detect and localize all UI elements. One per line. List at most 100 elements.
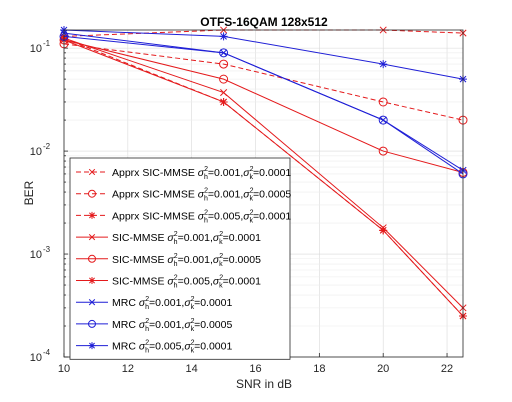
y-tick-exponent: -1 [43,39,51,48]
legend-subscript: h [145,326,149,333]
legend-series-name: SIC-MMSE [112,276,167,288]
legend-sigma-symbol: σ [198,189,205,201]
series-line [63,29,464,37]
y-tick-exponent: -4 [43,348,51,357]
x-tick-label: 14 [186,363,198,375]
data-point [88,254,96,263]
data-point [219,74,229,84]
x-axis-label: SNR in dB [236,377,292,391]
legend-k-value: =0.0005 [253,189,291,201]
series-line [63,39,464,173]
x-tick-label: 20 [377,363,389,375]
legend-entry: MRC σ2 h=0.001,σ2 k=0.0005 [76,318,232,333]
legend-h-value: =0.005, [178,276,213,288]
y-tick-label: 10 [30,146,42,158]
x-tick-label: 12 [122,363,134,375]
legend-series-name: MRC [112,341,139,353]
series-line [63,37,464,309]
legend-subscript: k [250,217,254,224]
legend-series-name: Apprx SIC-MMSE [112,210,198,222]
legend-k-value: =0.0001 [223,232,261,244]
series-group [59,26,468,321]
legend-k-value: =0.0001 [194,341,232,353]
legend-sigma-symbol: σ [139,319,146,331]
legend-entry: MRC σ2 h=0.005,σ2 k=0.0001 [76,340,232,355]
data-point [379,226,388,235]
legend-subscript: h [174,261,178,268]
legend-subscript: k [219,283,223,290]
data-point [88,233,96,241]
y-tick-label: 10 [30,352,42,364]
legend-subscript: h [174,239,178,246]
data-point [219,59,229,69]
data-point [88,189,96,198]
legend-label: Apprx SIC-MMSE σ2 h=0.001,σ2 k=0.0005 [112,188,291,203]
data-point [378,146,388,156]
legend-superscript: 2 [145,318,149,325]
legend-superscript: 2 [250,166,254,173]
x-tick-label: 16 [249,363,261,375]
series-line [63,35,464,175]
x-tick-label: 18 [313,363,325,375]
series-line [63,39,464,317]
y-tick-exponent: -2 [43,142,51,151]
legend-superscript: 2 [250,209,254,216]
legend-label: SIC-MMSE σ2 h=0.001,σ2 k=0.0005 [112,253,261,268]
legend-sigma-symbol: σ [243,189,250,201]
legend-superscript: 2 [219,275,223,282]
legend-series-name: SIC-MMSE [112,254,167,266]
legend-subscript: h [204,174,208,181]
legend-label: MRC σ2 h=0.001,σ2 k=0.0005 [112,318,232,333]
legend-h-value: =0.001, [208,189,243,201]
legend-subscript: h [145,304,149,311]
legend-subscript: h [174,283,178,290]
legend-subscript: k [250,174,254,181]
data-point [88,319,96,328]
legend-series-name: MRC [112,319,139,331]
data-point [88,168,96,176]
legend: Apprx SIC-MMSE σ2 h=0.001,σ2 k=0.0001Apprx… [69,157,291,360]
legend-superscript: 2 [174,275,178,282]
legend-h-value: =0.001, [178,254,213,266]
legend-label: Apprx SIC-MMSE σ2 h=0.001,σ2 k=0.0001 [112,166,291,181]
legend-series-name: SIC-MMSE [112,232,167,244]
legend-k-value: =0.0005 [194,319,232,331]
legend-subscript: k [219,261,223,268]
legend-sigma-symbol: σ [139,297,146,309]
data-point [88,277,96,284]
legend-k-value: =0.0001 [253,210,291,222]
legend-label: SIC-MMSE σ2 h=0.005,σ2 k=0.0001 [112,275,261,290]
legend-series-name: MRC [112,297,139,309]
legend-superscript: 2 [191,296,195,303]
data-point [219,32,228,41]
legend-sigma-symbol: σ [213,254,220,266]
legend-subscript: k [191,326,195,333]
legend-sigma-symbol: σ [213,276,220,288]
legend-subscript: h [145,348,149,355]
legend-superscript: 2 [145,340,149,347]
x-tick-label: 22 [441,363,453,375]
series-5 [59,35,468,177]
series-line [63,29,464,80]
legend-sigma-symbol: σ [198,210,205,222]
data-point [88,299,96,306]
legend-superscript: 2 [174,253,178,260]
legend-superscript: 2 [174,231,178,238]
data-point [378,115,388,125]
y-tick-base: 10 [30,43,42,55]
legend-label: SIC-MMSE σ2 h=0.001,σ2 k=0.0001 [112,231,261,246]
legend-h-value: =0.005, [149,341,184,353]
legend-series-name: Apprx SIC-MMSE [112,167,198,179]
legend-sigma-symbol: σ [243,167,250,179]
y-tick-exponent: -3 [43,245,51,254]
legend-h-value: =0.001, [178,232,213,244]
legend-superscript: 2 [219,253,223,260]
legend-entry: Apprx SIC-MMSE σ2 h=0.001,σ2 k=0.0001 [76,166,291,181]
legend-sigma-symbol: σ [139,341,146,353]
legend-h-value: =0.001, [149,297,184,309]
legend-entry: Apprx SIC-MMSE σ2 h=0.001,σ2 k=0.0005 [76,188,291,203]
legend-entry: SIC-MMSE σ2 h=0.005,σ2 k=0.0001 [76,275,261,290]
series-2 [59,39,468,125]
legend-sigma-symbol: σ [167,276,174,288]
x-tick-label: 10 [58,363,70,375]
